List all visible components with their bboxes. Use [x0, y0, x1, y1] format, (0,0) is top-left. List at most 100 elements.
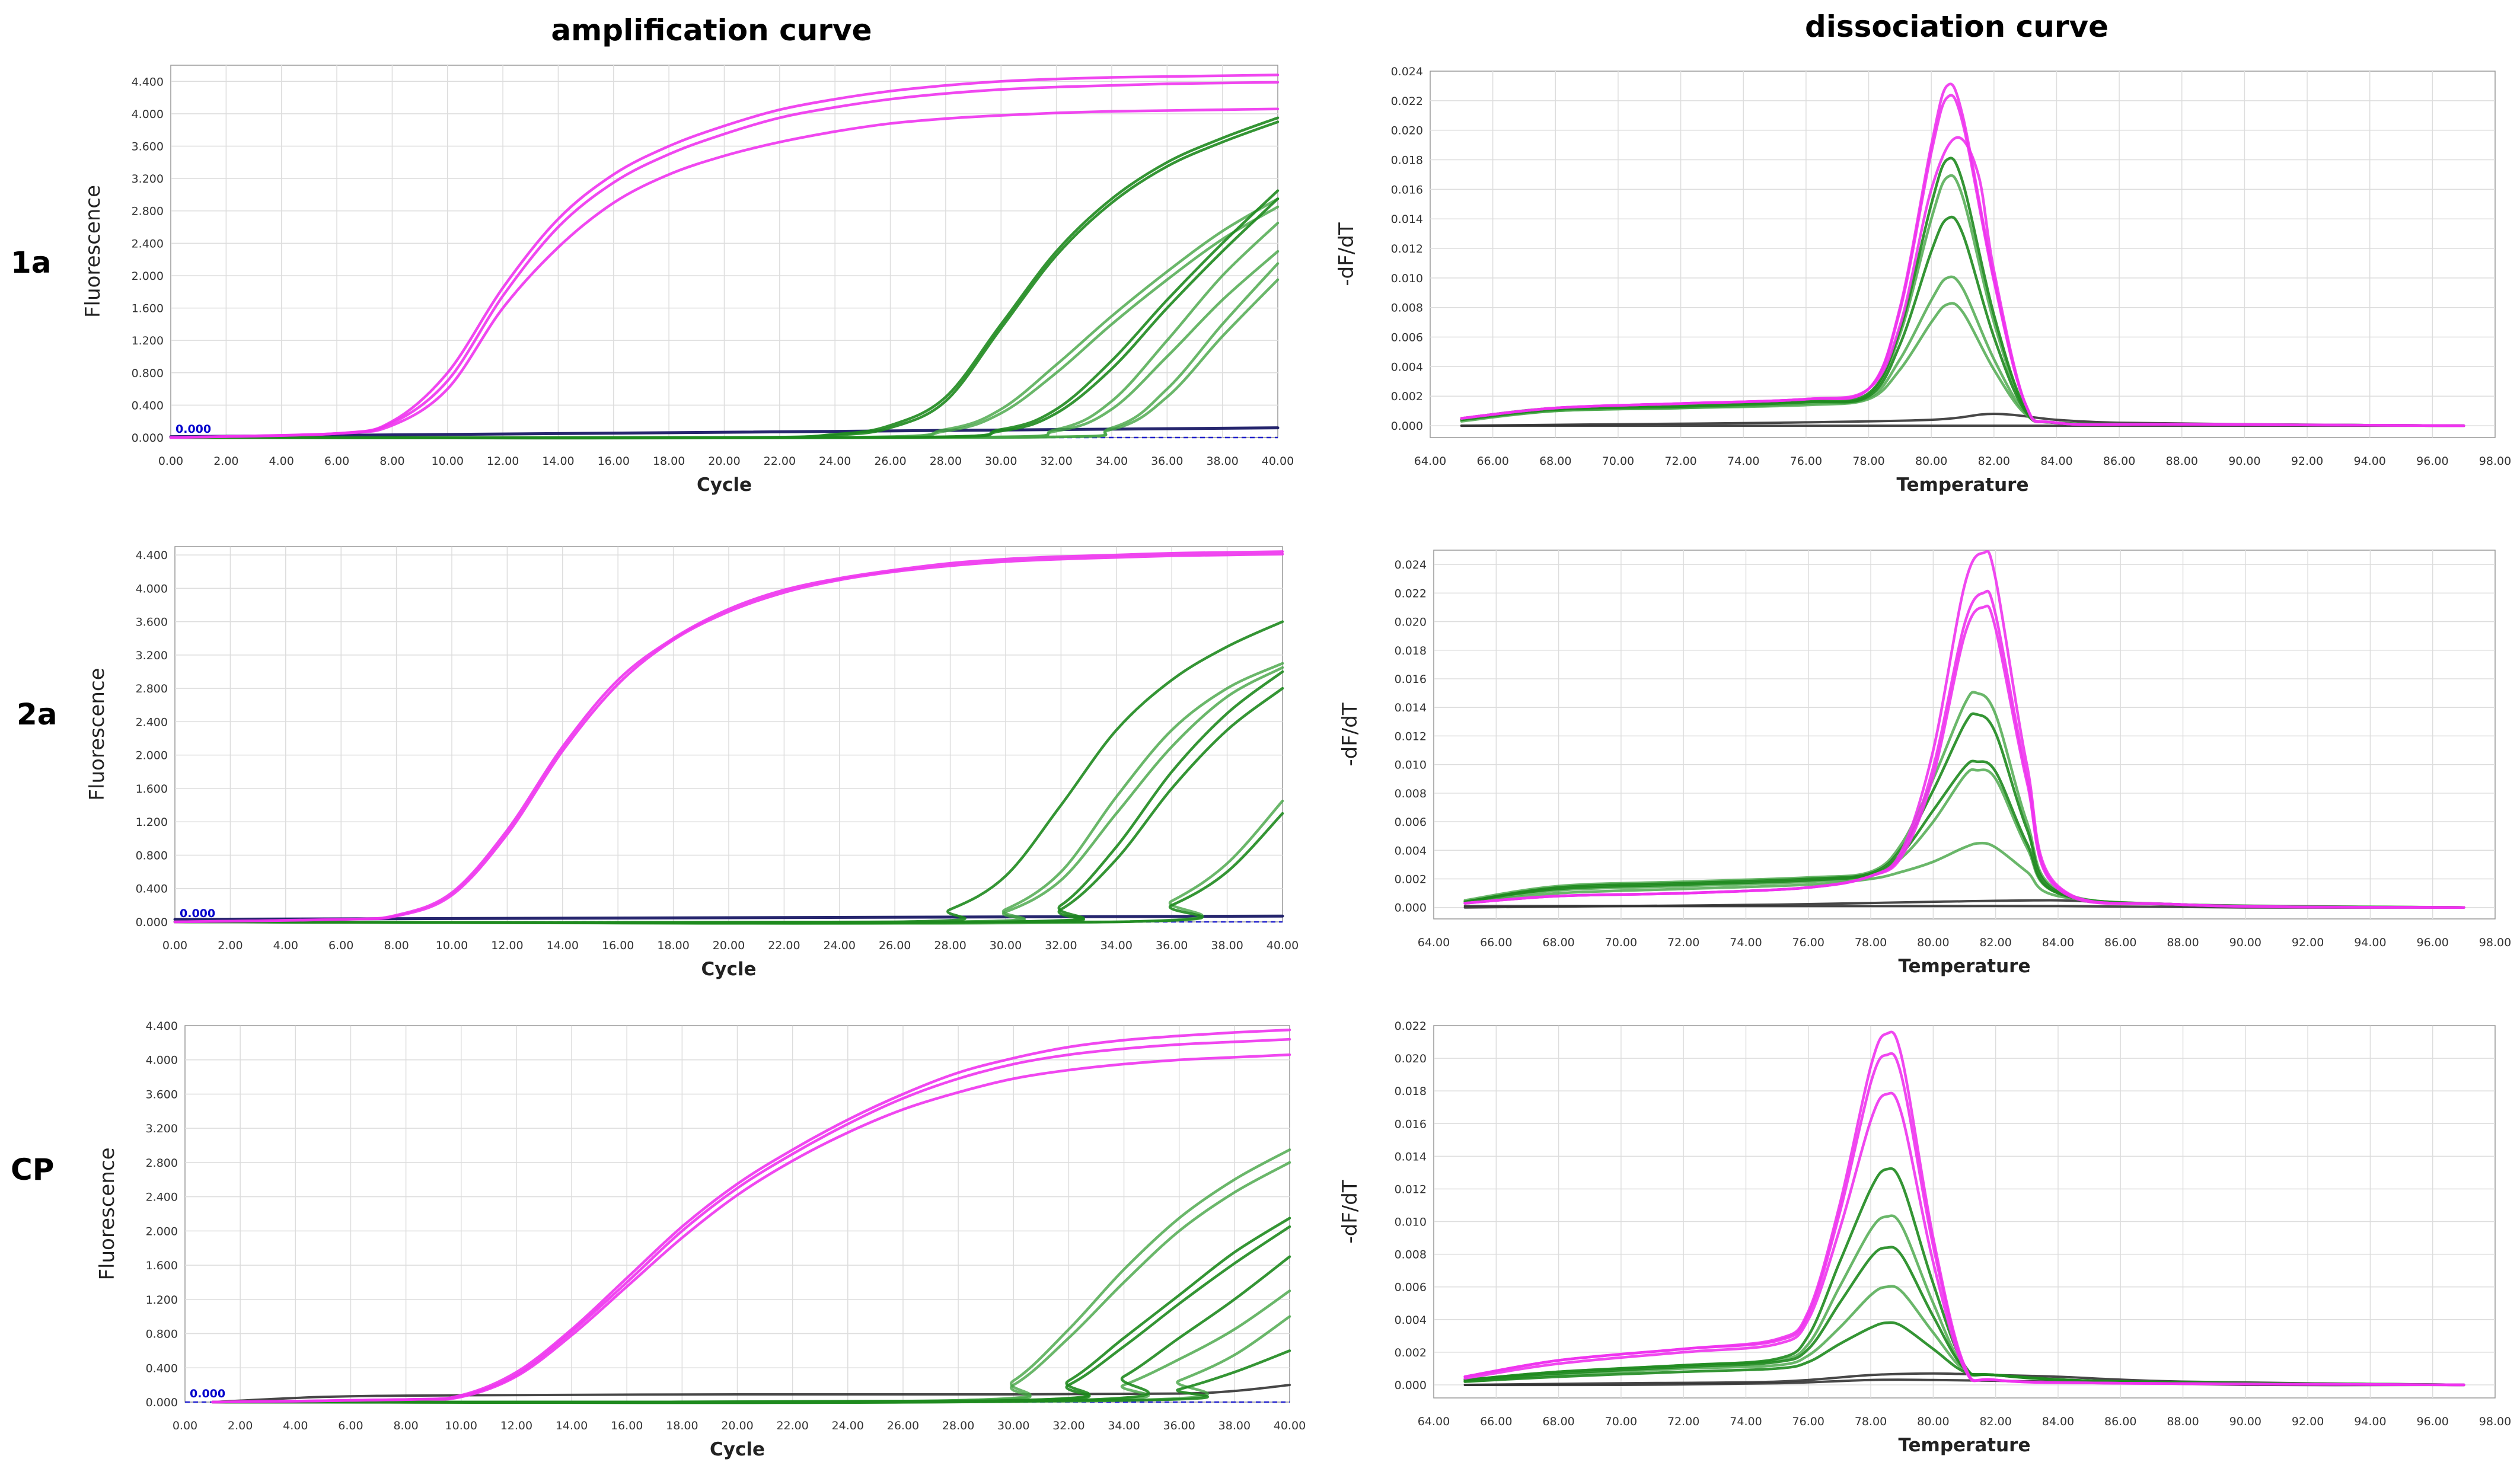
x-tick-label: 2.00	[213, 455, 238, 468]
x-tick-label: 66.00	[1476, 455, 1508, 468]
y-tick-label: 0.800	[136, 849, 168, 862]
x-tick-label: 74.00	[1730, 1415, 1762, 1428]
y-tick-label: 4.000	[136, 582, 168, 595]
y-tick-label: 0.018	[1395, 644, 1427, 657]
y-tick-label: 0.018	[1391, 154, 1423, 167]
y-tick-label: 0.008	[1395, 1249, 1427, 1262]
x-tick-label: 34.00	[1100, 939, 1133, 952]
x-tick-label: 40.00	[1262, 455, 1294, 468]
y-tick-label: 0.004	[1391, 360, 1423, 373]
series-line-high-3	[1460, 136, 2465, 427]
x-tick-label: 2.00	[218, 939, 243, 952]
y-tick-label: 4.400	[146, 1020, 178, 1033]
y-tick-label: 1.600	[146, 1259, 178, 1272]
x-tick-label: 84.00	[2042, 1415, 2074, 1428]
y-tick-label: 0.022	[1395, 587, 1427, 600]
y-tick-label: 0.006	[1395, 1281, 1427, 1294]
series-line-sample-6	[169, 197, 1280, 440]
series-line-high-3	[1463, 604, 2465, 909]
x-tick-label: 0.00	[158, 455, 183, 468]
y-tick-label: 0.400	[132, 399, 164, 412]
y-tick-label: 0.004	[1395, 1314, 1427, 1327]
y-tick-label: 2.800	[146, 1157, 178, 1170]
y-axis-title: Fluorescence	[85, 668, 109, 801]
x-tick-label: 84.00	[2042, 936, 2074, 949]
y-tick-label: 3.600	[132, 141, 164, 154]
y-tick-label: 0.018	[1395, 1085, 1427, 1098]
x-tick-label: 18.00	[666, 1419, 698, 1432]
y-tick-label: 2.000	[146, 1225, 178, 1238]
x-tick-label: 92.00	[2292, 936, 2324, 949]
x-tick-label: 74.00	[1730, 936, 1762, 949]
x-tick-label: 82.00	[1979, 1415, 2011, 1428]
x-tick-label: 26.00	[887, 1419, 919, 1432]
x-tick-label: 36.00	[1163, 1419, 1195, 1432]
series-line-high-3	[1463, 1091, 2465, 1387]
y-tick-label: 0.012	[1395, 1183, 1427, 1196]
x-tick-label: 90.00	[2228, 455, 2260, 468]
x-tick-label: 0.00	[173, 1419, 197, 1432]
x-tick-label: 14.00	[547, 939, 579, 952]
x-tick-label: 36.00	[1156, 939, 1188, 952]
y-axis-title: Fluorescence	[81, 185, 105, 318]
y-tick-label: 0.000	[146, 1396, 178, 1409]
x-tick-label: 88.00	[2167, 1415, 2199, 1428]
x-tick-label: 30.00	[990, 939, 1022, 952]
x-tick-label: 98.00	[2479, 936, 2511, 949]
series-line-high-2	[169, 81, 1280, 439]
y-tick-label: 0.022	[1391, 95, 1423, 108]
x-tick-label: 30.00	[985, 455, 1017, 468]
y-tick-label: 0.008	[1391, 302, 1423, 315]
x-tick-label: 28.00	[934, 939, 966, 952]
threshold-label: 0.000	[176, 423, 211, 436]
y-tick-label: 0.010	[1395, 1216, 1427, 1229]
plot-area	[1433, 550, 2496, 920]
y-tick-label: 3.200	[132, 173, 164, 186]
y-tick-label: 0.020	[1391, 124, 1423, 138]
x-tick-label: 64.00	[1418, 1415, 1450, 1428]
x-tick-label: 2.00	[228, 1419, 253, 1432]
y-axis-title: -dF/dT	[1338, 703, 1362, 766]
y-tick-label: 0.000	[132, 432, 164, 445]
y-tick-label: 0.020	[1395, 1052, 1427, 1065]
x-tick-label: 10.00	[432, 455, 464, 468]
series-line-sample-5	[1463, 1321, 2465, 1387]
y-tick-label: 0.024	[1395, 558, 1427, 572]
series-line-sample-8	[211, 1349, 1291, 1404]
x-tick-label: 64.00	[1414, 455, 1446, 468]
y-tick-label: 0.800	[132, 367, 164, 380]
y-tick-label: 2.400	[146, 1191, 178, 1204]
x-tick-label: 64.00	[1418, 936, 1450, 949]
y-axis-title: -dF/dT	[1335, 222, 1358, 286]
x-tick-label: 10.00	[445, 1419, 477, 1432]
y-tick-label: 4.000	[132, 108, 164, 121]
y-tick-label: 0.000	[1391, 420, 1423, 433]
row-label-2a: 2a	[17, 697, 58, 732]
y-tick-label: 1.600	[136, 783, 168, 796]
x-tick-label: 24.00	[824, 939, 856, 952]
x-tick-label: 72.00	[1667, 1415, 1699, 1428]
x-tick-label: 4.00	[283, 1419, 308, 1432]
x-tick-label: 38.00	[1218, 1419, 1251, 1432]
x-tick-label: 90.00	[2229, 1415, 2261, 1428]
x-tick-label: 0.00	[162, 939, 187, 952]
y-tick-label: 1.200	[146, 1294, 178, 1307]
amplification-chart-2a: 0.00 2.00 4.00 6.00 8.00 10.00 12.00 14.00 16.00…	[85, 546, 1299, 980]
x-tick-label: 76.00	[1792, 936, 1824, 949]
x-tick-label: 6.00	[328, 939, 353, 952]
x-tick-label: 68.00	[1542, 1415, 1574, 1428]
x-tick-label: 12.00	[500, 1419, 532, 1432]
y-tick-label: 0.022	[1395, 1020, 1427, 1033]
x-tick-label: 4.00	[269, 455, 294, 468]
x-tick-label: 16.00	[611, 1419, 643, 1432]
y-tick-label: 0.016	[1391, 183, 1423, 196]
x-tick-label: 20.00	[713, 939, 745, 952]
x-tick-label: 4.00	[273, 939, 298, 952]
y-tick-label: 0.014	[1395, 701, 1427, 714]
x-tick-label: 20.00	[721, 1419, 753, 1432]
series-line-negative-1	[211, 1384, 1291, 1403]
amplification-chart-1a: 0.00 2.00 4.00 6.00 8.00 10.00 12.00 14.00 16.00…	[81, 65, 1294, 496]
x-tick-label: 96.00	[2417, 936, 2449, 949]
y-tick-label: 0.006	[1391, 331, 1423, 344]
x-tick-label: 6.00	[324, 455, 349, 468]
